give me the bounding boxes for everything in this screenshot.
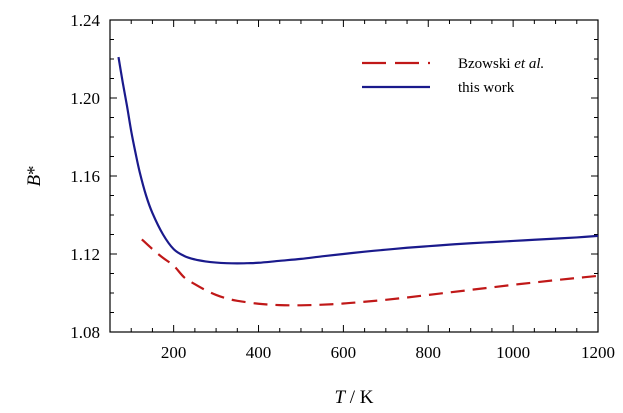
x-tick-label: 1000 [496, 343, 530, 362]
x-axis-variable: T [334, 387, 346, 408]
x-tick-label: 800 [416, 343, 442, 362]
legend-label-bzowski-italic: et al. [514, 56, 544, 72]
legend: Bzowski et al. this work [362, 56, 544, 96]
x-axis-title: T / K [334, 387, 373, 408]
series-line-this-work [117, 56, 599, 265]
y-tick-label: 1.12 [70, 245, 100, 264]
y-tick-label: 1.16 [70, 167, 100, 186]
y-axis-title: B* [24, 165, 45, 186]
x-axis-unit: / K [345, 387, 374, 408]
tick-labels: 200 400 600 800 1000 1200 1.08 1.12 1.16 1.20 1.24 [70, 11, 615, 362]
y-tick-label: 1.20 [70, 89, 100, 108]
series-line-bzowski [141, 238, 599, 307]
legend-label-bzowski-prefix: Bzowski [458, 56, 514, 72]
x-tick-label: 400 [246, 343, 272, 362]
y-axis-variable: B [24, 175, 45, 187]
x-tick-label: 200 [161, 343, 187, 362]
legend-label-this-work: this work [458, 80, 515, 96]
x-tick-label: 600 [331, 343, 357, 362]
series-layer [117, 56, 599, 307]
y-tick-label: 1.08 [70, 323, 100, 342]
y-axis-superscript: * [24, 165, 45, 175]
y-tick-label: 1.24 [70, 11, 100, 30]
x-tick-label: 1200 [581, 343, 615, 362]
ticks [110, 19, 599, 333]
legend-label-bzowski: Bzowski et al. [458, 56, 544, 72]
